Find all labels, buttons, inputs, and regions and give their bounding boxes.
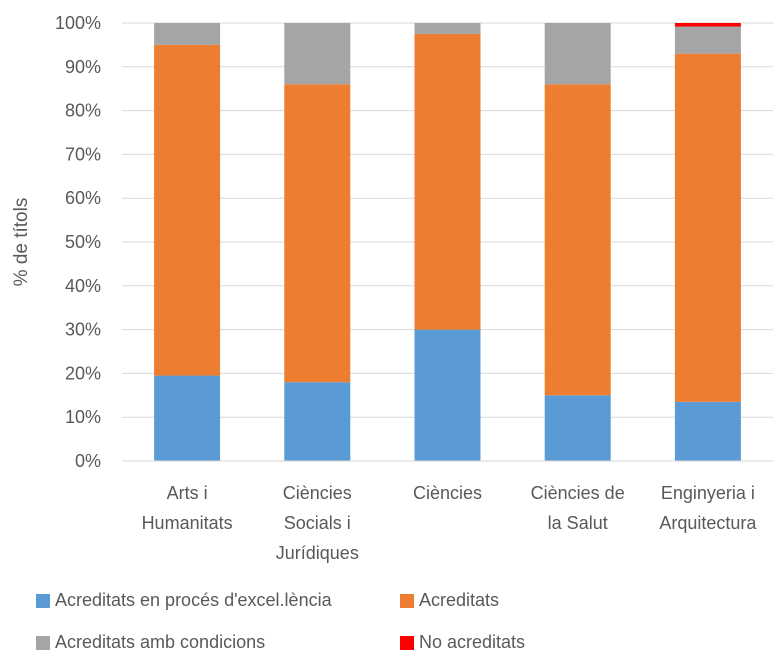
y-tick-label: 0% [75,451,101,471]
y-tick-label: 90% [65,57,101,77]
stacked-bar-chart: 0% 10% 20% 30% 40% 50% 60% 70% 80% 90% 100% % de tí… [11,13,773,563]
x-tick-label: Humanitats [142,513,233,533]
legend-swatch-conditions [36,635,50,650]
bar-segment [544,23,611,85]
y-tick-label: 70% [65,144,101,164]
x-tick-label: Ciències [413,483,482,503]
y-tick-label: 10% [65,407,101,427]
legend-item-conditions: Acreditats amb condicions [36,632,265,653]
x-tick-label: Ciències de [531,483,625,503]
bar-segment [284,84,351,383]
bar-segment [154,375,221,461]
x-tick-label: Ciències [283,483,352,503]
legend-item-no-acreditats: No acreditats [400,632,525,653]
bar-segment [284,23,351,85]
bar-segment [154,44,221,376]
y-tick-label: 30% [65,320,101,340]
bar-segment [544,395,611,461]
bar-segment [544,84,611,396]
legend-label-conditions: Acreditats amb condicions [55,632,266,652]
x-tick-label: la Salut [548,513,608,533]
x-tick-label: Enginyeria i [661,483,755,503]
bar-segment [414,23,481,34]
legend-swatch-excellence [36,593,50,608]
legend-swatch-no-acreditats [400,635,414,650]
y-tick-label: 80% [65,101,101,121]
bar-segment [154,23,221,45]
x-tick-label: Jurídiques [276,543,359,563]
bar-segment [414,33,481,330]
legend-item-excellence: Acreditats en procés d'excel.lència [36,590,332,611]
legend-swatch-acreditats [400,593,414,608]
y-tick-label: 40% [65,276,101,296]
bar-segment [284,382,351,461]
legend-label-no-acreditats: No acreditats [419,632,526,652]
y-tick-label: 60% [65,188,101,208]
y-tick-label: 20% [65,363,101,383]
x-tick-label: Socials i [284,513,351,533]
legend-item-acreditats: Acreditats [400,590,499,611]
bar-segment [674,26,741,54]
legend-label-excellence: Acreditats en procés d'excel.lència [55,590,332,610]
y-axis-title: % de títols [11,198,32,287]
chart-area: 0% 10% 20% 30% 40% 50% 60% 70% 80% 90% 100% % de tí… [11,13,773,563]
y-tick-label: 100% [55,13,101,33]
x-tick-label: Arts i [167,483,208,503]
legend-label-acreditats: Acreditats [419,590,500,610]
bar-segment [674,53,741,402]
bar-segment [674,401,741,461]
legend: Acreditats en procés d'excel.lència Acre… [36,590,756,658]
bar-segment [414,329,481,461]
x-tick-label: Arquitectura [659,513,757,533]
bar-segment [674,23,741,27]
y-tick-label: 50% [65,232,101,252]
